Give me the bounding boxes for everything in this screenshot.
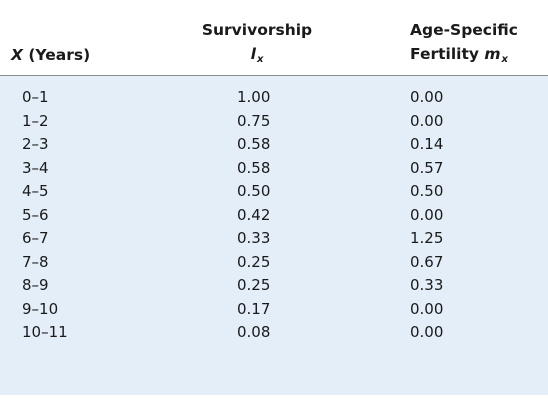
table-row: 1–2 0.75 0.00	[0, 110, 548, 134]
fertility-cell: 0.00	[410, 323, 444, 341]
table-row: 9–10 0.17 0.00	[0, 298, 548, 322]
header-fertility-symbol: m	[484, 45, 501, 63]
age-cell: 5–6	[22, 205, 49, 224]
age-cell: 8–9	[22, 276, 49, 294]
header-age-units: (Years)	[22, 46, 91, 64]
bottom-edge	[0, 395, 548, 396]
table-header: X (Years) Survivorship lx Age-Specific F…	[0, 0, 548, 75]
table-row: 8–9 0.25 0.33	[0, 274, 548, 298]
header-rule	[0, 75, 548, 76]
header-fertility-subscript: x	[501, 54, 508, 65]
table-row: 6–7 0.33 1.25	[0, 227, 548, 251]
fertility-cell: 0.14	[410, 135, 444, 153]
fertility-cell: 0.00	[410, 111, 444, 130]
fertility-cell: 0.00	[410, 205, 444, 224]
age-cell: 1–2	[22, 111, 49, 130]
survivorship-cell: 0.58	[237, 135, 271, 153]
fertility-cell: 0.57	[410, 158, 444, 177]
fertility-cell: 0.00	[410, 88, 444, 106]
table-row: 10–11 0.08 0.00	[0, 321, 548, 345]
survivorship-cell: 0.75	[237, 111, 271, 130]
table-row: 5–6 0.42 0.00	[0, 204, 548, 228]
survivorship-cell: 0.25	[237, 252, 271, 271]
survivorship-cell: 0.08	[237, 323, 271, 341]
header-age: X (Years)	[11, 43, 90, 67]
fertility-cell: 0.00	[410, 299, 444, 318]
header-fertility-label-2: Fertility mx	[410, 42, 518, 69]
survivorship-cell: 0.33	[237, 229, 271, 247]
header-age-variable: X	[11, 46, 23, 64]
age-cell: 10–11	[22, 323, 68, 341]
table-body: 0–1 1.00 0.00 1–2 0.75 0.00 2–3 0.58 0.14 3–4 0.58…	[0, 76, 548, 395]
survivorship-cell: 0.42	[237, 205, 271, 224]
fertility-cell: 0.33	[410, 276, 444, 294]
header-survivorship-label: Survivorship	[201, 21, 313, 39]
header-survivorship-symbol-letter: l	[250, 45, 256, 63]
survivorship-cell: 0.58	[237, 158, 271, 177]
table-row: 3–4 0.58 0.57	[0, 157, 548, 181]
age-cell: 3–4	[22, 158, 49, 177]
survivorship-cell: 0.17	[237, 299, 271, 318]
header-survivorship-symbol: lx	[200, 42, 314, 69]
header-fertility: Age-Specific Fertility mx	[410, 18, 518, 69]
table-row: 2–3 0.58 0.14	[0, 133, 548, 157]
age-cell: 2–3	[22, 135, 49, 153]
fertility-cell: 0.67	[410, 252, 444, 271]
header-survivorship-subscript: x	[256, 54, 264, 65]
survivorship-cell: 0.25	[237, 276, 271, 294]
table-row: 4–5 0.50 0.50	[0, 180, 548, 204]
fertility-cell: 1.25	[410, 229, 444, 247]
age-cell: 7–8	[22, 252, 49, 271]
age-cell: 6–7	[22, 229, 49, 247]
header-survivorship: Survivorship lx	[200, 18, 314, 69]
fertility-cell: 0.50	[410, 182, 444, 200]
age-cell: 9–10	[22, 299, 59, 318]
survivorship-cell: 0.50	[237, 182, 271, 200]
age-cell: 0–1	[22, 88, 49, 106]
age-cell: 4–5	[22, 182, 49, 200]
table-row: 7–8 0.25 0.67	[0, 251, 548, 275]
survivorship-cell: 1.00	[237, 88, 271, 106]
header-fertility-word: Fertility	[410, 45, 485, 63]
table-row: 0–1 1.00 0.00	[0, 86, 548, 110]
header-fertility-label-1: Age-Specific	[410, 21, 518, 39]
